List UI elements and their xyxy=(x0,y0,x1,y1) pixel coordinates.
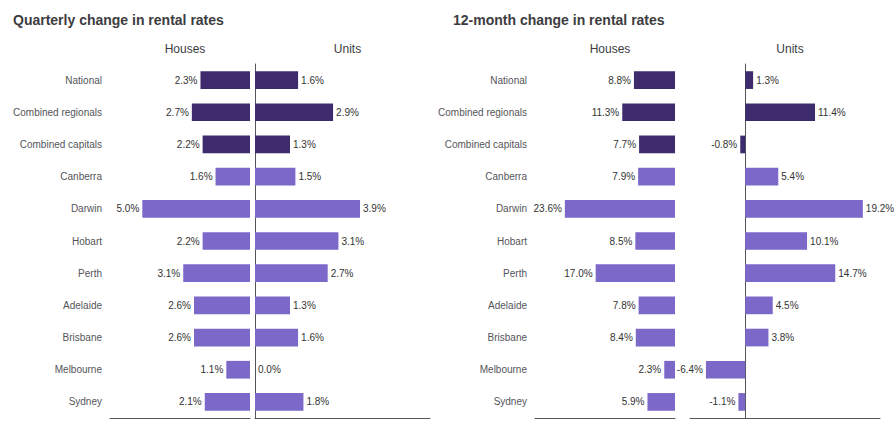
svg-text:Canberra: Canberra xyxy=(60,171,102,182)
svg-text:5.9%: 5.9% xyxy=(622,396,645,407)
svg-text:3.8%: 3.8% xyxy=(771,332,794,343)
svg-text:2.3%: 2.3% xyxy=(175,75,198,86)
svg-text:1.5%: 1.5% xyxy=(298,171,321,182)
svg-text:National: National xyxy=(490,75,527,86)
svg-text:2.9%: 2.9% xyxy=(336,107,359,118)
svg-text:1.8%: 1.8% xyxy=(306,396,329,407)
svg-text:4.5%: 4.5% xyxy=(776,300,799,311)
svg-text:8.4%: 8.4% xyxy=(610,332,633,343)
svg-text:11.4%: 11.4% xyxy=(818,107,846,118)
svg-text:19.2%: 19.2% xyxy=(866,203,894,214)
svg-text:-1.1%: -1.1% xyxy=(709,396,735,407)
svg-text:Combined capitals: Combined capitals xyxy=(445,139,527,150)
svg-text:Hobart: Hobart xyxy=(72,236,102,247)
svg-text:-0.8%: -0.8% xyxy=(711,139,737,150)
svg-text:Units: Units xyxy=(334,42,361,56)
svg-text:Melbourne: Melbourne xyxy=(55,364,103,375)
svg-text:Darwin: Darwin xyxy=(496,203,527,214)
svg-text:Sydney: Sydney xyxy=(494,396,527,407)
svg-text:1.6%: 1.6% xyxy=(301,75,324,86)
svg-text:0.0%: 0.0% xyxy=(258,364,281,375)
svg-text:-6.4%: -6.4% xyxy=(677,364,703,375)
svg-text:12-month change in rental rate: 12-month change in rental rates xyxy=(453,12,665,28)
svg-text:7.8%: 7.8% xyxy=(613,300,636,311)
svg-text:3.9%: 3.9% xyxy=(363,203,386,214)
svg-text:2.6%: 2.6% xyxy=(168,300,191,311)
svg-text:Sydney: Sydney xyxy=(69,396,102,407)
svg-text:Combined regionals: Combined regionals xyxy=(438,107,527,118)
svg-text:Canberra: Canberra xyxy=(485,171,527,182)
svg-text:2.2%: 2.2% xyxy=(177,236,200,247)
svg-text:Combined capitals: Combined capitals xyxy=(20,139,102,150)
svg-text:Hobart: Hobart xyxy=(497,236,527,247)
svg-text:7.9%: 7.9% xyxy=(612,171,635,182)
svg-text:2.7%: 2.7% xyxy=(166,107,189,118)
svg-text:Units: Units xyxy=(776,42,803,56)
svg-text:Adelaide: Adelaide xyxy=(63,300,102,311)
svg-text:2.7%: 2.7% xyxy=(331,268,354,279)
svg-text:Houses: Houses xyxy=(590,42,631,56)
svg-text:1.1%: 1.1% xyxy=(201,364,224,375)
svg-text:2.6%: 2.6% xyxy=(168,332,191,343)
svg-text:1.3%: 1.3% xyxy=(756,75,779,86)
svg-text:1.3%: 1.3% xyxy=(293,139,316,150)
svg-text:3.1%: 3.1% xyxy=(157,268,180,279)
svg-text:National: National xyxy=(65,75,102,86)
svg-text:Houses: Houses xyxy=(165,42,206,56)
svg-text:7.7%: 7.7% xyxy=(613,139,636,150)
svg-text:Perth: Perth xyxy=(503,268,527,279)
svg-text:23.6%: 23.6% xyxy=(534,203,562,214)
svg-text:Quarterly change in rental rat: Quarterly change in rental rates xyxy=(13,12,224,28)
svg-text:1.6%: 1.6% xyxy=(190,171,213,182)
svg-text:Perth: Perth xyxy=(78,268,102,279)
svg-text:10.1%: 10.1% xyxy=(810,236,838,247)
svg-text:8.8%: 8.8% xyxy=(608,75,631,86)
svg-text:1.3%: 1.3% xyxy=(293,300,316,311)
svg-text:2.3%: 2.3% xyxy=(638,364,661,375)
svg-text:5.4%: 5.4% xyxy=(781,171,804,182)
svg-text:2.1%: 2.1% xyxy=(179,396,202,407)
svg-text:1.6%: 1.6% xyxy=(301,332,324,343)
svg-text:2.2%: 2.2% xyxy=(177,139,200,150)
svg-text:3.1%: 3.1% xyxy=(341,236,364,247)
svg-text:Combined regionals: Combined regionals xyxy=(13,107,102,118)
svg-text:Darwin: Darwin xyxy=(71,203,102,214)
svg-text:5.0%: 5.0% xyxy=(117,203,140,214)
svg-text:Brisbane: Brisbane xyxy=(63,332,103,343)
svg-text:14.7%: 14.7% xyxy=(838,268,866,279)
svg-text:Adelaide: Adelaide xyxy=(488,300,527,311)
svg-text:Brisbane: Brisbane xyxy=(488,332,528,343)
svg-text:17.0%: 17.0% xyxy=(564,268,592,279)
svg-text:8.5%: 8.5% xyxy=(610,236,633,247)
svg-text:11.3%: 11.3% xyxy=(592,107,620,118)
svg-text:Melbourne: Melbourne xyxy=(480,364,528,375)
